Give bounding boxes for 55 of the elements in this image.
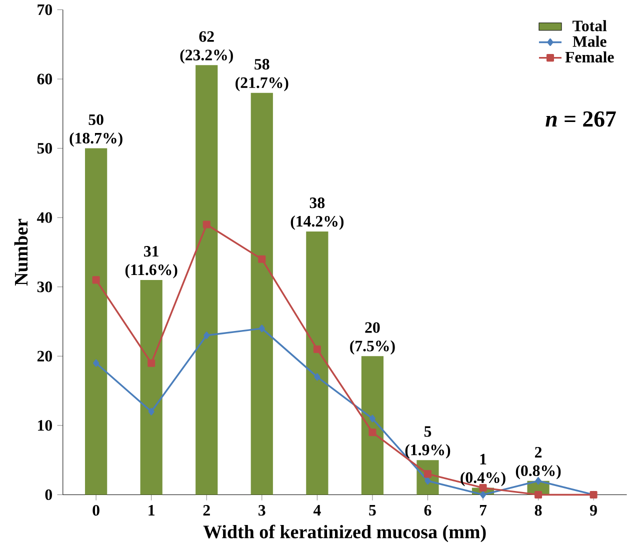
point [480,491,486,499]
point [369,414,376,422]
x-tick-label: 2 [203,505,210,516]
y-axis-title: Number [14,219,28,286]
point [93,360,100,368]
y-tick-label: 50 [37,143,52,154]
x-tick-label: 3 [258,505,266,516]
data-label: 50 (18.7%) [70,114,122,147]
bar [361,356,384,495]
point [92,276,100,284]
x-tick-label: 8 [534,505,542,516]
point [258,324,265,332]
legend-label: Male [572,36,606,48]
data-label: 38 (14.2%) [290,198,344,230]
point [258,256,266,264]
bar [140,280,162,495]
point [314,373,320,381]
x-tick-label: 0 [92,505,100,516]
point [148,408,154,416]
point [368,428,376,436]
y-tick-label: 70 [38,4,52,16]
data-label: 62 (23.2%) [180,31,233,64]
data-label: 5 (1.9%) [405,426,450,459]
x-tick-label: 1 [148,505,154,516]
y-tick-label: 60 [37,74,52,85]
legend-label: Female [565,52,614,63]
x-tick-label: 4 [313,505,321,516]
y-tick-label: 40 [36,212,52,224]
data-label: 2 (0.8%) [516,447,561,480]
point [202,220,210,228]
x-tick-label: 6 [424,505,432,516]
x-tick-label: 7 [480,505,487,516]
point [148,360,156,368]
data-label: 1 (0.4%) [460,454,506,486]
data-label: 58 (21.7%) [236,59,288,92]
x-tick-label: 5 [369,505,376,516]
point [424,470,432,478]
y-tick-label: 10 [38,420,52,431]
x-tick-label: 9 [590,505,597,516]
bar [196,65,218,495]
legend-label: Total [572,20,607,32]
data-label: 31 (11.6%) [125,246,178,279]
bar [306,232,328,495]
bar [250,93,273,495]
annotation: n = 267 [546,112,616,127]
y-tick-label: 30 [37,282,52,292]
point [534,491,542,499]
point [313,346,321,354]
point [204,332,210,340]
y-tick-label: 0 [45,490,52,500]
point [424,477,431,485]
data-label: 20 (7.5%) [350,322,395,355]
x-axis-title: Width of keratinized mucosa (mm) [203,524,486,542]
y-tick-label: 20 [37,351,52,362]
bar [85,148,108,495]
